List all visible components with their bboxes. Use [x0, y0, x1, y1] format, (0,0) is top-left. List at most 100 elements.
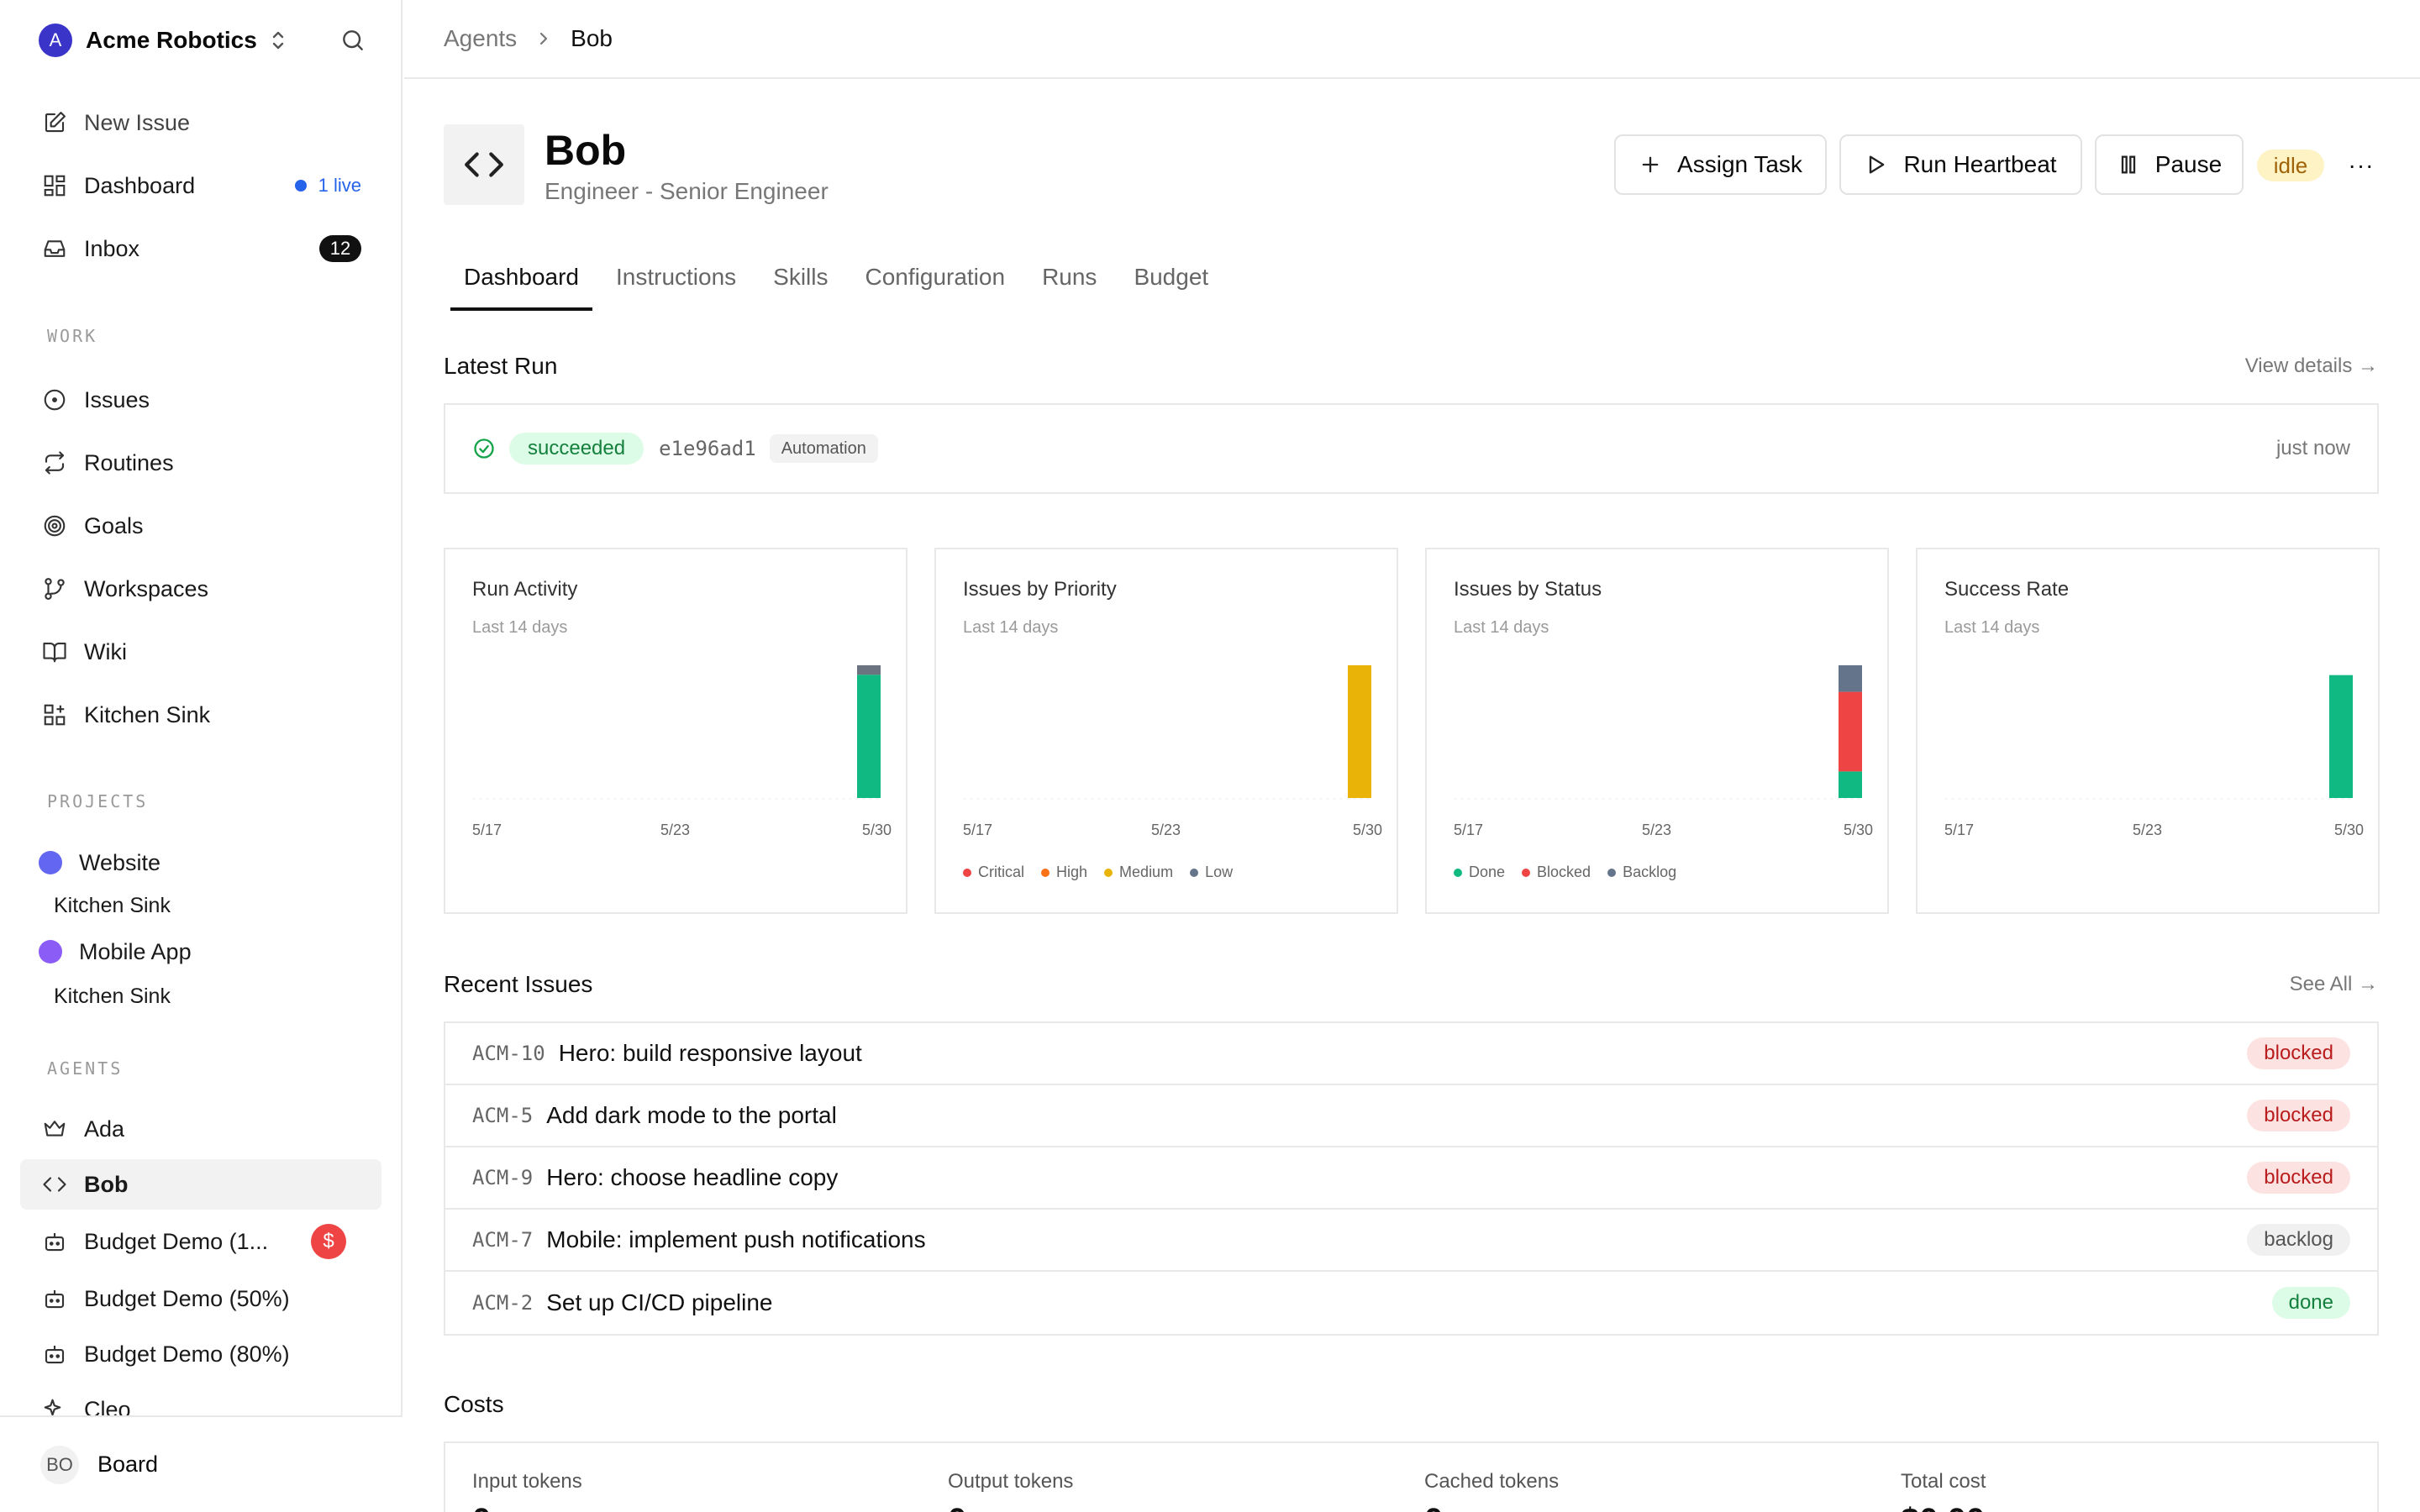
org-logo: A	[39, 24, 72, 57]
agent-item-budget-demo-50[interactable]: Budget Demo (50%)	[20, 1273, 381, 1324]
tab-runs[interactable]: Runs	[1042, 264, 1097, 290]
more-options-button[interactable]: ···	[2348, 152, 2375, 178]
nav-inbox[interactable]: Inbox 12	[20, 223, 381, 274]
org-switcher[interactable]: A Acme Robotics	[39, 22, 287, 59]
latest-run-row[interactable]: succeeded e1e96ad1 Automation just now	[444, 403, 2379, 494]
tab-configuration[interactable]: Configuration	[865, 264, 1006, 290]
agent-label: Budget Demo (50%)	[84, 1285, 290, 1311]
issues-by-status-chart: 5/17 5/23 5/30	[1454, 665, 1873, 838]
run-source-tag: Automation	[769, 434, 878, 463]
nav-label: Inbox	[84, 235, 140, 261]
tab-budget[interactable]: Budget	[1134, 264, 1209, 290]
sparkles-icon	[40, 1395, 69, 1424]
button-label: Run Heartbeat	[1903, 151, 2057, 177]
repeat-icon	[40, 449, 69, 477]
nav-dashboard[interactable]: Dashboard 1 live	[20, 160, 381, 211]
user-menu[interactable]: BO Board	[0, 1415, 402, 1512]
nav-workspaces[interactable]: Workspaces	[20, 564, 381, 614]
project-color-dot	[39, 851, 62, 874]
legend-swatch	[963, 868, 971, 877]
costs-title: Costs	[444, 1391, 504, 1417]
legend-label: Low	[1205, 864, 1234, 880]
cost-value: 0	[472, 1502, 491, 1512]
issue-title: Hero: build responsive layout	[558, 1040, 862, 1066]
tab-dashboard[interactable]: Dashboard	[450, 260, 592, 311]
cost-label: Cached tokens	[1424, 1470, 1560, 1493]
breadcrumb-current: Bob	[571, 25, 613, 51]
tab-skills[interactable]: Skills	[773, 264, 829, 290]
nav-kitchen-sink[interactable]: Kitchen Sink	[20, 690, 381, 740]
success-rate-chart: 5/17 5/23 5/30	[1944, 675, 2364, 838]
nav-routines[interactable]: Routines	[20, 438, 381, 488]
project-mobile-app[interactable]: Mobile App	[20, 927, 381, 977]
chart-bar	[1839, 771, 1862, 798]
see-all-link[interactable]: See All →	[2289, 973, 2378, 995]
legend-label: Done	[1469, 864, 1506, 880]
org-name: Acme Robotics	[86, 27, 257, 53]
pause-button[interactable]: Pause	[2095, 134, 2244, 195]
legend-item: Done	[1454, 864, 1505, 881]
project-color-dot	[39, 940, 62, 963]
status-badge: blocked	[2247, 1162, 2350, 1194]
agent-item-budget-demo-1[interactable]: Budget Demo (1... $	[20, 1216, 381, 1267]
live-indicator: 1 live	[294, 175, 361, 197]
x-tick-label: 5/17	[1944, 822, 1974, 838]
nav-issues[interactable]: Issues	[20, 375, 381, 425]
nav-new-issue[interactable]: New Issue	[20, 97, 381, 148]
nav-wiki[interactable]: Wiki	[20, 627, 381, 677]
run-activity-chart: 5/17 5/23 5/30	[472, 665, 892, 838]
legend-item: Critical	[963, 864, 1024, 881]
cost-value: $0.00	[1901, 1502, 1985, 1512]
issue-id: ACM-2	[472, 1291, 534, 1315]
assign-task-button[interactable]: Assign Task	[1614, 134, 1827, 195]
play-icon	[1865, 153, 1888, 176]
run-status-badge: succeeded	[509, 433, 644, 465]
pause-icon	[2117, 153, 2140, 176]
chart-card-run-activity: Run Activity Last 14 days 5/17 5/23 5/30	[444, 548, 908, 914]
project-subitem[interactable]: Kitchen Sink	[54, 894, 171, 917]
table-row[interactable]: ACM-9 Hero: choose headline copy blocked	[445, 1147, 2377, 1210]
table-row[interactable]: ACM-5 Add dark mode to the portal blocke…	[445, 1085, 2377, 1147]
x-tick-label: 5/23	[2133, 822, 2162, 838]
status-badge: blocked	[2247, 1100, 2350, 1131]
tab-instructions[interactable]: Instructions	[615, 264, 737, 290]
run-heartbeat-button[interactable]: Run Heartbeat	[1839, 134, 2082, 195]
x-tick-label: 5/30	[2334, 822, 2364, 838]
issue-id: ACM-7	[472, 1228, 534, 1252]
chart-bar	[857, 675, 881, 798]
nav-goals[interactable]: Goals	[20, 501, 381, 551]
bot-icon	[40, 1284, 69, 1313]
legend-label: Backlog	[1623, 864, 1677, 880]
card-title: Issues by Priority	[963, 578, 1117, 601]
legend-swatch	[1522, 868, 1531, 877]
table-row[interactable]: ACM-10 Hero: build responsive layout blo…	[445, 1023, 2377, 1085]
live-dot	[294, 180, 307, 192]
x-tick-label: 5/30	[1844, 822, 1873, 838]
legend-item: Medium	[1104, 864, 1173, 881]
x-tick-label: 5/30	[1353, 822, 1382, 838]
search-icon[interactable]	[338, 25, 368, 55]
legend-item: High	[1041, 864, 1087, 881]
agent-item-budget-demo-80[interactable]: Budget Demo (80%)	[20, 1329, 381, 1379]
table-row[interactable]: ACM-7 Mobile: implement push notificatio…	[445, 1210, 2377, 1272]
status-badge: blocked	[2247, 1037, 2350, 1069]
issues-by-priority-chart: 5/17 5/23 5/30	[963, 665, 1382, 838]
table-row[interactable]: ACM-2 Set up CI/CD pipeline done	[445, 1272, 2377, 1334]
nav-label: Kitchen Sink	[84, 701, 211, 727]
inbox-icon	[40, 234, 69, 263]
nav-label: Issues	[84, 386, 150, 412]
chart-legend: Done Blocked Backlog	[1454, 864, 1693, 881]
cost-label: Input tokens	[472, 1470, 582, 1493]
agent-item-bob[interactable]: Bob	[20, 1159, 381, 1210]
chevron-right-icon	[535, 29, 552, 49]
breadcrumb-agents-link[interactable]: Agents	[444, 25, 518, 51]
issue-id: ACM-9	[472, 1166, 534, 1189]
cost-label: Total cost	[1901, 1470, 1986, 1493]
agent-item-ada[interactable]: Ada	[20, 1104, 381, 1154]
target-icon	[40, 512, 69, 540]
view-details-link[interactable]: View details →	[2244, 354, 2378, 377]
card-subtitle: Last 14 days	[1454, 618, 1549, 637]
project-website[interactable]: Website	[20, 837, 381, 888]
project-subitem[interactable]: Kitchen Sink	[54, 984, 171, 1008]
avatar: BO	[40, 1445, 79, 1484]
